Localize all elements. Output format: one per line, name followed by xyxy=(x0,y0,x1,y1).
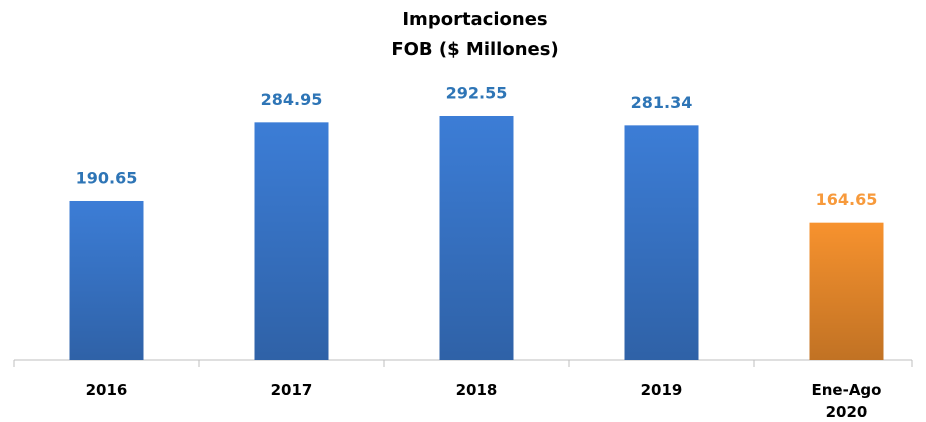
bar-shade xyxy=(624,125,699,361)
x-tick-label: 2016 xyxy=(85,381,128,399)
bar-shade xyxy=(809,222,884,360)
data-label: 292.55 xyxy=(446,84,508,103)
bar-shade xyxy=(254,122,329,360)
x-tick-label: 2019 xyxy=(640,381,683,399)
chart-title: Importaciones xyxy=(402,9,547,30)
data-label: 281.34 xyxy=(631,93,693,112)
data-label: 164.65 xyxy=(816,190,878,209)
x-tick-label: Ene-Ago 2020 xyxy=(811,381,882,421)
chart-subtitle: FOB ($ Millones) xyxy=(391,39,558,60)
x-tick-label: 2018 xyxy=(455,381,498,399)
data-label: 284.95 xyxy=(261,90,323,109)
data-label: 190.65 xyxy=(76,168,138,187)
bar-shade xyxy=(439,116,514,360)
x-tick-label: 2017 xyxy=(270,381,313,399)
bar-shade xyxy=(69,200,144,360)
